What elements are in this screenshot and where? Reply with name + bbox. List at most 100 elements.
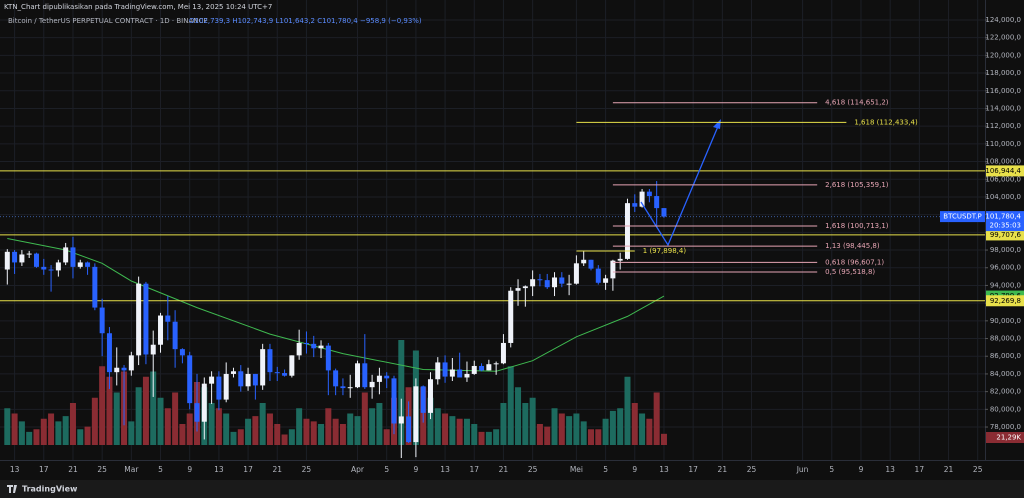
- candle-body: [413, 386, 419, 443]
- candle-body: [106, 333, 112, 373]
- volume-bar: [471, 424, 478, 445]
- volume-bar: [237, 429, 244, 445]
- candle-body: [48, 269, 54, 271]
- candle-body: [391, 378, 397, 424]
- candle-body: [55, 262, 61, 271]
- volume-bar: [84, 426, 91, 445]
- candle-body: [508, 290, 514, 343]
- y-tick-label: 86,000,0: [990, 352, 1021, 360]
- volume-bar: [157, 397, 164, 445]
- candle-body: [522, 286, 528, 289]
- volume-bar: [478, 431, 485, 445]
- candle-body: [311, 343, 317, 349]
- candle-body: [260, 349, 266, 386]
- volume-bar: [91, 397, 98, 445]
- candle-body: [457, 369, 463, 378]
- volume-bar: [558, 413, 565, 445]
- candle-body: [187, 355, 193, 404]
- candle-body: [566, 283, 572, 285]
- volume-bar: [536, 424, 543, 445]
- volume-bar: [653, 392, 660, 445]
- candle-body: [325, 345, 331, 371]
- volume-bar: [361, 392, 368, 445]
- fib-label: 2,618 (105,359,1): [825, 181, 889, 189]
- volume-bar: [456, 418, 463, 445]
- y-tick-label: 90,000,0: [990, 317, 1021, 325]
- volume-bar: [609, 410, 616, 445]
- fib-label: 1,13 (98,445,8): [825, 242, 880, 250]
- volume-bar: [442, 413, 449, 445]
- level-label-bg: [986, 295, 1024, 307]
- candle-body: [318, 345, 324, 349]
- x-tick-label: 17: [243, 465, 253, 474]
- x-tick-label: 5: [158, 465, 163, 474]
- y-tick-label: 82,000,0: [990, 388, 1021, 396]
- volume-bar: [660, 433, 667, 445]
- candle-body: [449, 369, 455, 377]
- candle-body: [238, 371, 244, 387]
- volume-bar: [33, 429, 40, 445]
- symbol-tag: BTCUSDT.P: [943, 213, 981, 221]
- x-tick-label: 21: [944, 465, 954, 474]
- candle-body: [559, 277, 565, 284]
- candle-body: [398, 416, 404, 424]
- x-tick-label: 25: [747, 465, 757, 474]
- candle-body: [661, 208, 667, 217]
- symbol-tag-bg: [940, 211, 985, 223]
- volume-bar: [150, 371, 157, 445]
- level-label: 99,707,6: [990, 231, 1022, 239]
- volume-bar: [631, 403, 638, 445]
- volume-bar: [4, 408, 11, 445]
- volume-bar: [186, 413, 193, 445]
- volume-bar: [69, 403, 76, 445]
- candle-body: [595, 268, 601, 283]
- candle-body: [158, 315, 164, 345]
- x-tick-label: 13: [885, 465, 895, 474]
- volume-bar: [580, 421, 587, 445]
- y-tick-label: 78,000,0: [990, 423, 1021, 431]
- candle-body: [128, 355, 134, 371]
- candle-body: [4, 251, 10, 270]
- x-tick-label: 9: [859, 465, 864, 474]
- candle-body: [143, 283, 149, 355]
- last-price-label: 101,780,4: [985, 213, 1021, 221]
- candle-body: [486, 364, 492, 371]
- y-tick-label: 112,000,0: [985, 122, 1021, 130]
- volume-bar: [551, 408, 558, 445]
- volume-bar: [135, 387, 142, 445]
- volume-bar: [529, 397, 536, 445]
- volume-bar: [128, 421, 135, 445]
- candle-body: [603, 278, 609, 283]
- volume-bar: [208, 403, 215, 445]
- volume-bar: [566, 416, 573, 445]
- candle-body: [442, 362, 448, 377]
- candle-body: [150, 344, 156, 355]
- x-tick-label: 13: [10, 465, 20, 474]
- candle-body: [179, 349, 185, 356]
- y-tick-label: 122,000,0: [985, 34, 1021, 42]
- candle-body: [245, 373, 251, 387]
- candle-body: [223, 373, 229, 400]
- y-tick-label: 98,000,0: [990, 246, 1021, 254]
- candle-body: [114, 367, 120, 373]
- volume-bar: [318, 424, 325, 445]
- volume-bar: [55, 421, 62, 445]
- x-tick-label: 5: [829, 465, 834, 474]
- y-tick-label: 114,000,0: [985, 104, 1021, 112]
- volume-bar: [507, 366, 514, 445]
- candle-body: [362, 363, 368, 388]
- x-tick-label: 21: [499, 465, 509, 474]
- volume-bar: [172, 392, 179, 445]
- candle-body: [479, 365, 485, 371]
- volume-bar: [62, 416, 69, 445]
- candle-body: [165, 315, 171, 322]
- volume-bar: [288, 429, 295, 445]
- candle-body: [33, 253, 39, 267]
- candle-body: [303, 342, 309, 344]
- candle-body: [471, 365, 477, 374]
- candle-body: [26, 253, 32, 255]
- candle-body: [537, 279, 543, 281]
- candle-body: [267, 349, 273, 373]
- candle-body: [12, 251, 18, 263]
- x-tick-label: Mar: [124, 465, 139, 474]
